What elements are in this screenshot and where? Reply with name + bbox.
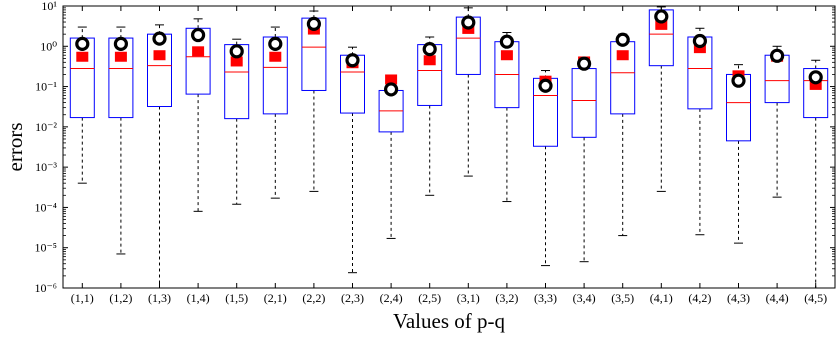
circle-marker (384, 82, 399, 97)
x-tick-label: (3,1) (457, 291, 480, 305)
circle-marker (538, 78, 553, 93)
y-tick-label: 10⁻² (35, 120, 57, 134)
square-marker (423, 55, 436, 66)
box-(4,5) (803, 59, 829, 289)
y-tick-label: 10⁻³ (35, 160, 57, 174)
x-tick-label: (1,3) (148, 291, 171, 305)
y-tick-label: 10⁻⁴ (34, 200, 57, 214)
circle-marker (345, 53, 360, 68)
box-(1,3) (147, 24, 172, 289)
y-tick-label: 10⁻¹ (35, 80, 57, 94)
plot-frame (62, 5, 836, 289)
circle-marker (152, 31, 167, 46)
circle-marker (191, 27, 206, 43)
x-tick-label: (1,1) (71, 291, 94, 305)
box-(1,2) (108, 26, 134, 255)
circle-marker (75, 36, 90, 51)
square-marker (809, 79, 822, 90)
circle-marker (461, 15, 476, 30)
x-tick-label: (3,4) (573, 291, 596, 305)
x-tick-label: (2,3) (341, 291, 364, 305)
box-(4,3) (726, 64, 751, 244)
x-tick-label: (4,3) (727, 291, 750, 305)
y-tick-label: 10⁰ (40, 39, 57, 53)
circle-marker (576, 56, 592, 71)
box-(1,4) (185, 18, 211, 212)
square-marker (269, 51, 282, 62)
circle-marker (306, 16, 321, 31)
square-marker (230, 56, 243, 67)
x-tick-label: (3,2) (495, 291, 518, 305)
box-(2,5) (417, 36, 443, 196)
box-(4,2) (687, 27, 713, 236)
x-tick-label: (3,3) (534, 291, 557, 305)
circle-marker (615, 32, 630, 47)
box-(2,2) (301, 10, 327, 192)
box-(2,1) (262, 26, 288, 199)
box-(3,4) (571, 56, 597, 263)
circle-marker (731, 73, 746, 88)
x-tick-label: (3,5) (611, 291, 634, 305)
x-tick-label: (4,1) (650, 291, 673, 305)
box-(1,1) (69, 26, 95, 184)
y-axis-label: errors (3, 123, 27, 172)
box-(1,5) (224, 38, 250, 205)
x-axis: (1,1) (1,2) (1,3) (1,4) (1,5) (2,1) (2,2) (2,3)… (71, 6, 827, 305)
box-(3,2) (494, 31, 520, 203)
x-tick-label: (2,2) (302, 291, 325, 305)
box-(2,3) (340, 46, 365, 274)
iqr-box (571, 68, 597, 138)
x-tick-label: (2,5) (418, 291, 441, 305)
circle-marker (422, 42, 437, 57)
boxes (69, 6, 829, 289)
y-tick-label: 10⁻⁵ (34, 241, 57, 255)
box-(3,3) (533, 70, 558, 267)
x-tick-label: (4,4) (766, 291, 789, 305)
circle-marker (229, 44, 244, 59)
square-marker (655, 19, 668, 30)
circle-marker (268, 36, 283, 51)
iqr-box (803, 68, 829, 119)
box-(3,1) (455, 7, 481, 177)
circle-marker (113, 36, 129, 51)
circle-marker (769, 48, 785, 63)
x-tick-label: (2,1) (264, 291, 287, 305)
x-tick-label: (2,4) (380, 291, 403, 305)
x-tick-label: (1,2) (109, 291, 132, 305)
x-tick-label: (1,4) (187, 291, 210, 305)
box-(3,5) (610, 32, 636, 237)
square-marker (192, 46, 205, 57)
square-marker (616, 50, 629, 61)
circle-marker (654, 9, 669, 24)
y-tick-label: 10¹ (41, 0, 57, 13)
square-marker (500, 50, 513, 61)
square-marker (153, 50, 166, 61)
x-axis-label: Values of p-q (393, 309, 505, 333)
box-(4,1) (648, 6, 674, 192)
box-(4,4) (764, 45, 790, 198)
square-marker (76, 51, 89, 62)
x-tick-label: (1,5) (225, 291, 248, 305)
square-marker (114, 51, 127, 62)
x-tick-label: (4,2) (688, 291, 711, 305)
x-tick-label: (4,5) (804, 291, 827, 305)
y-tick-label: 10⁻⁶ (34, 281, 57, 295)
circle-marker (499, 34, 514, 49)
square-marker (385, 74, 398, 85)
box-(2,4) (378, 74, 404, 239)
y-axis: 10⁻⁶ 10⁻⁵ 10⁻⁴ 10⁻³ 10⁻² 10⁻¹ 10⁰ 10¹ (34, 0, 835, 295)
circle-marker (808, 70, 823, 85)
circle-marker (692, 33, 708, 49)
